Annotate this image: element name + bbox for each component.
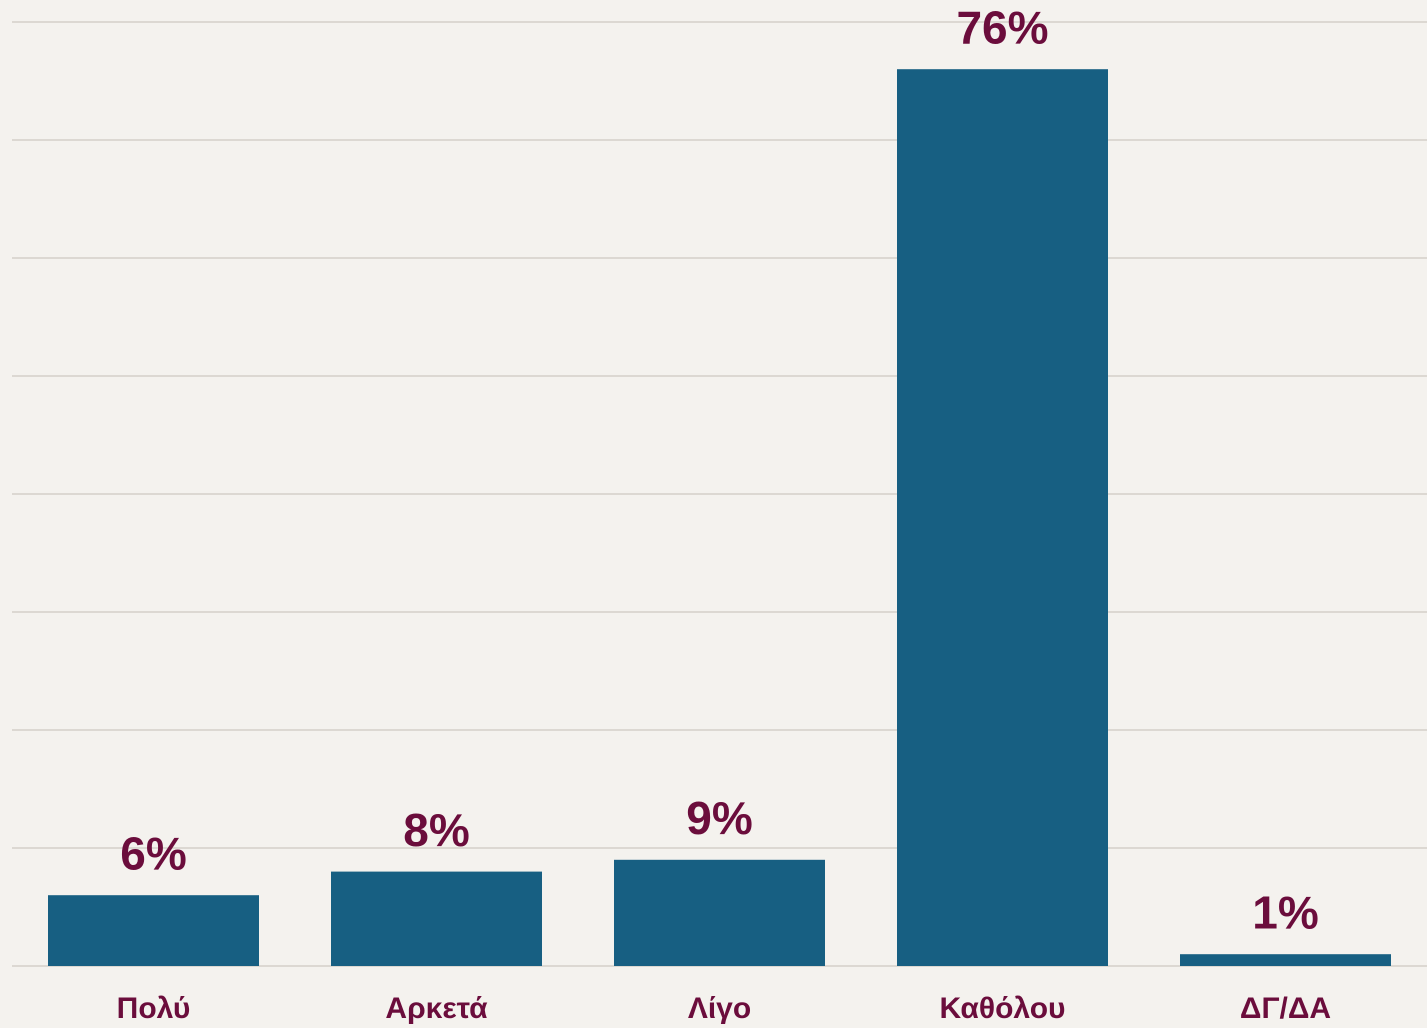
x-tick-label: Πολύ [117, 992, 191, 1025]
value-label: 1% [1252, 886, 1318, 938]
bar [614, 860, 825, 966]
bar [48, 895, 259, 966]
bar [897, 69, 1108, 966]
x-tick-label: Καθόλου [939, 992, 1065, 1025]
value-label: 76% [956, 1, 1048, 53]
bar [1180, 954, 1391, 966]
x-tick-label: Αρκετά [385, 992, 488, 1025]
x-tick-label: Λίγο [688, 992, 751, 1025]
value-label: 6% [120, 827, 186, 879]
bar [331, 872, 542, 966]
page: Πολύ6%Αρκετά8%Λίγο9%Καθόλου76%ΔΓ/ΔΑ1% ((… [0, 0, 1427, 1028]
x-tick-label: ΔΓ/ΔΑ [1240, 992, 1331, 1025]
chart: Πολύ 6% Αρκετά 8% Λίγο 9% Καθόλου 76% ΔΓ/ΔΑ 1% [0, 0, 1427, 1028]
value-label: 9% [686, 792, 752, 844]
value-label: 8% [403, 804, 469, 856]
